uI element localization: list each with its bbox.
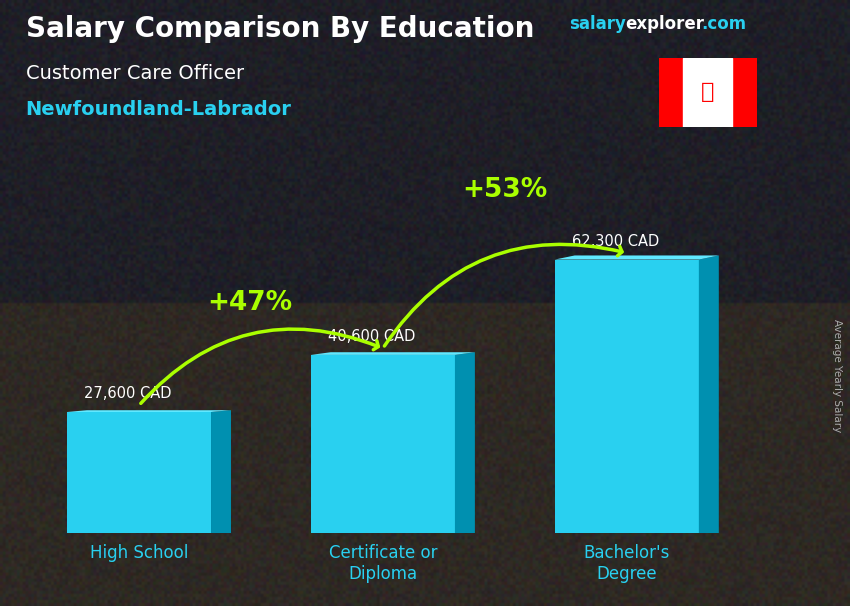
Text: 🍁: 🍁 bbox=[701, 82, 714, 102]
Bar bbox=[683, 58, 732, 127]
Text: salary: salary bbox=[570, 15, 626, 33]
Text: Newfoundland-Labrador: Newfoundland-Labrador bbox=[26, 100, 292, 119]
Text: 27,600 CAD: 27,600 CAD bbox=[84, 386, 172, 401]
Text: Salary Comparison By Education: Salary Comparison By Education bbox=[26, 15, 534, 43]
Text: +47%: +47% bbox=[207, 290, 292, 316]
Text: 40,600 CAD: 40,600 CAD bbox=[328, 329, 416, 344]
Text: Average Yearly Salary: Average Yearly Salary bbox=[832, 319, 842, 432]
Polygon shape bbox=[555, 256, 719, 259]
Polygon shape bbox=[699, 256, 719, 533]
Text: +53%: +53% bbox=[462, 177, 547, 203]
Bar bbox=[311, 355, 455, 533]
Polygon shape bbox=[311, 352, 475, 355]
Bar bbox=[659, 58, 683, 127]
Polygon shape bbox=[67, 410, 231, 412]
Text: .com: .com bbox=[701, 15, 746, 33]
Bar bbox=[67, 412, 211, 533]
FancyBboxPatch shape bbox=[659, 58, 756, 127]
Bar bbox=[555, 259, 699, 533]
Text: Customer Care Officer: Customer Care Officer bbox=[26, 64, 244, 82]
Polygon shape bbox=[211, 410, 231, 533]
Polygon shape bbox=[455, 352, 475, 533]
Text: explorer: explorer bbox=[625, 15, 704, 33]
Bar bbox=[732, 58, 756, 127]
Text: 62,300 CAD: 62,300 CAD bbox=[572, 233, 660, 248]
